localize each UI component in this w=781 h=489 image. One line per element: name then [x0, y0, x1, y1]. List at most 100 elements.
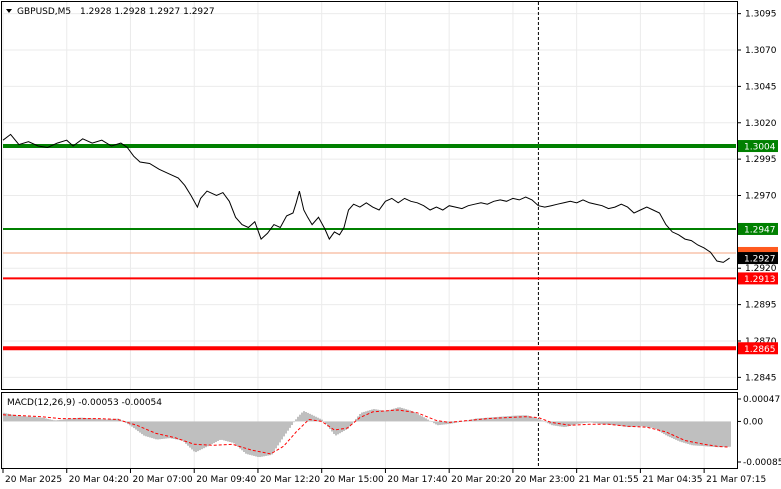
- macd-histogram-bar: [199, 421, 201, 451]
- macd-histogram-bar: [197, 421, 199, 452]
- macd-histogram-bar: [415, 413, 417, 422]
- macd-histogram-bar: [641, 421, 643, 427]
- macd-histogram-bar: [653, 421, 655, 429]
- macd-histogram-bar: [101, 419, 103, 422]
- macd-histogram-bar: [159, 421, 161, 440]
- macd-histogram-bar: [395, 408, 397, 422]
- macd-histogram-bar: [237, 421, 239, 447]
- macd-histogram-bar: [483, 417, 485, 422]
- price-axis: 1.3095 1.3070 1.3045 1.3020 1.2995 1.2970 1.29…: [737, 10, 778, 383]
- macd-histogram-bar: [523, 415, 525, 422]
- macd-histogram-bar: [725, 421, 727, 447]
- macd-histogram-bar: [27, 416, 29, 422]
- macd-histogram-bar: [111, 419, 113, 422]
- macd-histogram-bar: [629, 421, 631, 428]
- macd-histogram-bar: [403, 408, 405, 422]
- macd-histogram-bar: [443, 421, 445, 425]
- macd-histogram-bar: [107, 419, 109, 422]
- macd-histogram-bar: [691, 421, 693, 446]
- macd-histogram-bar: [203, 421, 205, 449]
- macd-histogram-bar: [719, 421, 721, 448]
- svg-text:GBPUSD,M5 1.2928 1.2928 1.: GBPUSD,M5 1.2928 1.2928 1.2927 1.2927: [17, 7, 215, 17]
- macd-histogram-bar: [157, 421, 159, 440]
- macd-axis: 0.00047 0.00 -0.00085: [737, 395, 781, 468]
- macd-histogram-bar: [363, 411, 365, 422]
- macd-histogram-bar: [301, 412, 303, 422]
- macd-histogram-bar: [169, 421, 171, 439]
- macd-histogram-bar: [607, 421, 609, 425]
- dropdown-triangle-icon[interactable]: [6, 9, 12, 13]
- macd-histogram-bar: [171, 421, 173, 439]
- macd-histogram-bar: [215, 421, 217, 443]
- macd-histogram-bar: [313, 415, 315, 422]
- macd-histogram-bar: [45, 418, 47, 422]
- macd-histogram-bar: [551, 421, 553, 426]
- ask-price-tag: [738, 246, 778, 253]
- macd-histogram-bar: [47, 418, 49, 422]
- macd-histogram-bar: [189, 421, 191, 448]
- x-tick-label: 21 Mar 04:35: [642, 475, 702, 485]
- macd-histogram-bar: [437, 421, 439, 426]
- macd-histogram-bar: [431, 421, 433, 422]
- macd-histogram-bar: [245, 421, 247, 454]
- macd-histogram-bar: [659, 421, 661, 432]
- macd-histogram-bar: [333, 421, 335, 434]
- macd-histogram-bar: [541, 420, 543, 422]
- macd-histogram-bar: [621, 421, 623, 427]
- macd-histogram-bar: [703, 421, 705, 447]
- macd-histogram-bar: [669, 421, 671, 438]
- macd-histogram-bar: [687, 421, 689, 444]
- macd-histogram-bar: [353, 421, 355, 422]
- macd-histogram-bar: [361, 412, 363, 422]
- macd-histogram-bar: [307, 412, 309, 422]
- macd-histogram-bar: [121, 420, 123, 422]
- macd-histogram-bar: [513, 415, 515, 422]
- macd-histogram-bar: [637, 421, 639, 427]
- macd-histogram-bar: [355, 418, 357, 422]
- macd-histogram-bar: [673, 421, 675, 439]
- macd-histogram-bar: [519, 415, 521, 422]
- macd-histogram-bar: [429, 420, 431, 422]
- macd-histogram-bar: [43, 418, 45, 422]
- macd-histogram-bar: [211, 421, 213, 445]
- macd-histogram-bar: [615, 421, 617, 426]
- macd-histogram-bar: [627, 421, 629, 428]
- macd-histogram-bar: [485, 417, 487, 422]
- macd-histogram-bar: [17, 415, 19, 422]
- macd-tick-label: 0.00: [743, 417, 763, 427]
- level-price-label: 1.3004: [744, 143, 776, 153]
- macd-histogram-bar: [219, 421, 221, 440]
- macd-histogram-bar: [227, 421, 229, 442]
- macd-histogram-bar: [531, 416, 533, 422]
- macd-histogram-bar: [561, 421, 563, 427]
- macd-histogram-bar: [97, 418, 99, 422]
- level-price-label: 1.2947: [744, 225, 776, 235]
- macd-histogram-bar: [221, 421, 223, 440]
- macd-histogram-bar: [661, 421, 663, 433]
- macd-histogram-bar: [105, 419, 107, 422]
- macd-histogram-bar: [109, 419, 111, 422]
- macd-histogram-bar: [247, 421, 249, 455]
- macd-histogram-bar: [39, 417, 41, 422]
- macd-histogram-bar: [33, 416, 35, 422]
- macd-histogram-bar: [501, 416, 503, 422]
- macd-histogram-bar: [289, 421, 291, 428]
- macd-histogram-bar: [135, 421, 137, 430]
- macd-histogram-bar: [351, 421, 353, 424]
- macd-histogram-bar: [427, 419, 429, 422]
- macd-histogram-bar: [543, 421, 545, 422]
- macd-histogram-bar: [535, 418, 537, 422]
- macd-indicator: [2, 407, 731, 458]
- macd-histogram-bar: [309, 413, 311, 422]
- macd-histogram-bar: [257, 421, 259, 457]
- macd-histogram-bar: [457, 421, 459, 423]
- level-price-tag: [738, 342, 778, 355]
- macd-histogram-bar: [681, 421, 683, 443]
- macd-histogram-bar: [179, 421, 181, 441]
- macd-histogram-bar: [493, 417, 495, 422]
- macd-histogram-bar: [463, 421, 465, 422]
- macd-histogram-bar: [697, 421, 699, 446]
- macd-histogram-bar: [207, 421, 209, 447]
- macd-histogram-bar: [293, 421, 295, 423]
